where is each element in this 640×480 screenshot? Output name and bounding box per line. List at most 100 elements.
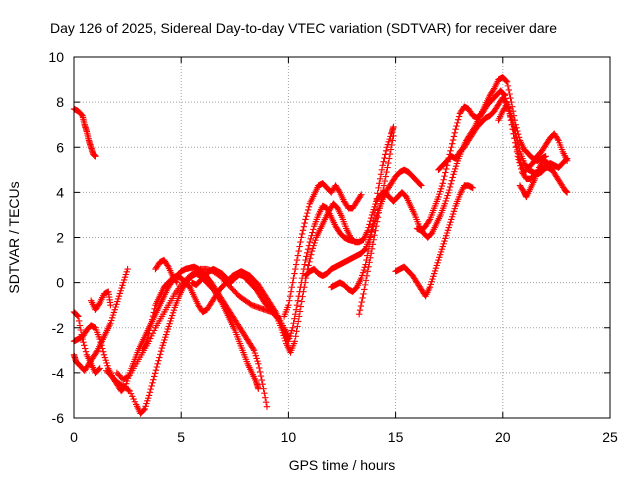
data-point xyxy=(450,208,458,215)
data-point xyxy=(310,242,317,249)
data-point xyxy=(299,293,306,300)
data-point xyxy=(469,184,476,192)
data-point xyxy=(440,240,447,248)
y-axis-label: SDTVAR / TECUs xyxy=(6,181,22,293)
data-point xyxy=(511,126,519,134)
data-point xyxy=(159,342,166,349)
data-point xyxy=(148,316,156,323)
data-point xyxy=(372,227,379,234)
data-point xyxy=(144,334,151,341)
data-point xyxy=(445,224,452,231)
series-arc-14 xyxy=(355,132,397,318)
data-point xyxy=(430,273,437,280)
data-point xyxy=(443,229,451,237)
data-point xyxy=(375,209,383,216)
data-point xyxy=(256,368,264,376)
data-point xyxy=(281,334,288,342)
data-point xyxy=(263,403,271,410)
data-point xyxy=(294,323,301,330)
data-point xyxy=(108,317,115,324)
data-point xyxy=(377,171,385,178)
data-point xyxy=(116,290,124,297)
data-point xyxy=(446,186,453,194)
data-point xyxy=(358,298,365,306)
data-point xyxy=(291,270,298,277)
data-point xyxy=(295,247,302,255)
data-point xyxy=(152,366,160,374)
data-point xyxy=(148,382,155,390)
data-point xyxy=(95,366,103,373)
data-point xyxy=(78,111,85,118)
data-point xyxy=(304,206,312,214)
data-point xyxy=(121,274,129,281)
data-point xyxy=(449,174,456,181)
data-point xyxy=(252,352,260,359)
data-point xyxy=(163,328,171,336)
data-point xyxy=(292,265,299,273)
data-point xyxy=(383,168,390,176)
data-point xyxy=(303,253,310,260)
data-point xyxy=(129,393,136,400)
data-point xyxy=(157,348,165,355)
data-point xyxy=(385,138,392,146)
data-point xyxy=(296,243,303,250)
data-point xyxy=(367,250,375,257)
data-point xyxy=(512,130,519,137)
data-point xyxy=(364,268,371,275)
data-point xyxy=(432,264,440,272)
data-point xyxy=(294,252,302,259)
data-point xyxy=(307,235,314,243)
data-point xyxy=(435,256,442,264)
data-point xyxy=(109,311,117,319)
data-point xyxy=(250,345,257,353)
x-tick-label: 0 xyxy=(70,429,78,445)
data-point xyxy=(153,363,160,371)
data-point xyxy=(253,355,260,362)
data-point xyxy=(151,305,158,312)
data-point xyxy=(112,303,119,311)
data-point xyxy=(449,210,457,218)
data-point xyxy=(108,314,116,322)
data-point xyxy=(452,165,459,173)
data-point xyxy=(309,229,316,236)
data-point xyxy=(380,182,388,189)
data-point xyxy=(360,290,367,298)
data-point xyxy=(304,246,312,253)
data-point xyxy=(79,335,86,343)
data-point xyxy=(299,227,307,234)
data-point xyxy=(142,403,149,410)
data-point xyxy=(447,180,455,188)
data-point xyxy=(355,311,363,318)
series-arc-19 xyxy=(495,101,571,178)
x-tick-label: 10 xyxy=(281,429,297,445)
data-point xyxy=(118,284,125,292)
data-point xyxy=(169,309,177,317)
data-point xyxy=(141,405,148,413)
data-point xyxy=(302,256,309,264)
y-tick-label: 8 xyxy=(56,94,64,110)
data-point xyxy=(75,313,82,320)
data-point xyxy=(99,345,106,352)
data-point xyxy=(377,200,384,207)
data-point xyxy=(379,162,386,169)
data-point xyxy=(449,140,456,147)
data-point xyxy=(96,335,103,343)
data-point xyxy=(388,141,395,149)
data-point xyxy=(124,265,131,273)
data-point xyxy=(358,274,365,282)
data-point xyxy=(427,281,434,288)
data-point xyxy=(311,239,318,247)
data-point xyxy=(286,332,294,340)
data-point xyxy=(298,234,305,241)
data-point xyxy=(261,389,268,397)
data-point xyxy=(507,94,514,102)
data-point xyxy=(448,144,455,151)
data-point xyxy=(442,165,450,173)
data-point xyxy=(279,329,287,336)
data-point xyxy=(554,135,561,143)
data-point xyxy=(370,236,377,243)
data-point xyxy=(289,324,296,331)
data-point xyxy=(509,119,517,127)
data-point xyxy=(371,232,378,239)
data-point xyxy=(448,177,455,184)
